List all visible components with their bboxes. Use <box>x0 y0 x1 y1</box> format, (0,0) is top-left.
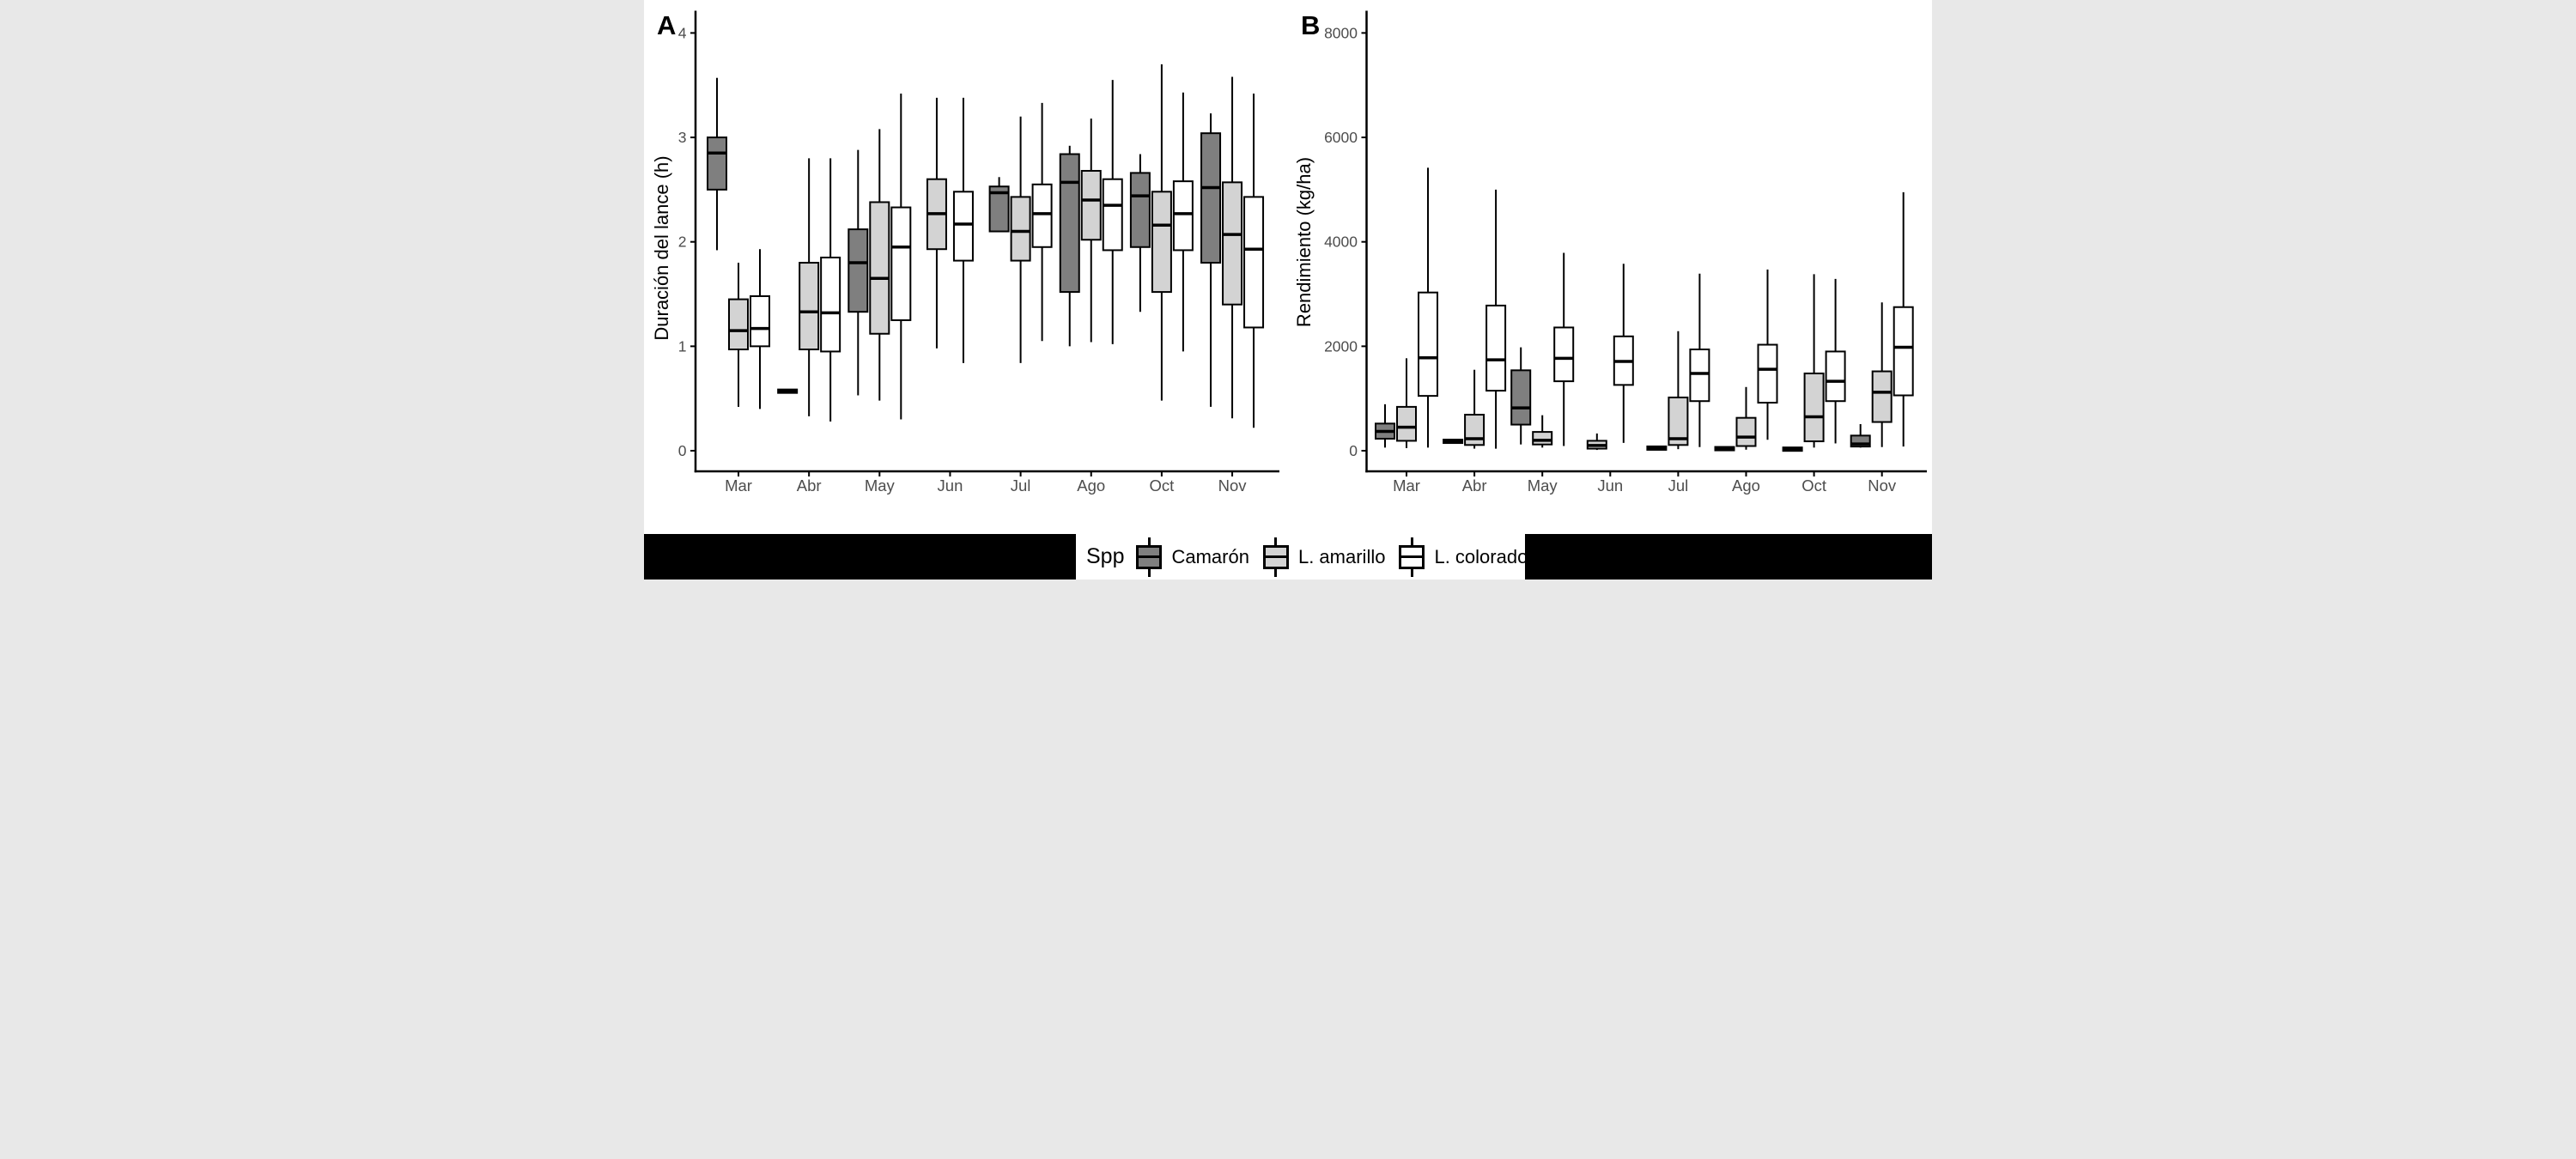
legend-label: L. colorado <box>1434 545 1528 567</box>
y-tick-label: 0 <box>1349 442 1358 459</box>
x-tick-label: Jun <box>938 476 963 495</box>
boxplot-box <box>1172 180 1194 252</box>
x-tick-label: Oct <box>1150 476 1175 495</box>
boxplot-key-icon <box>1399 537 1425 577</box>
x-tick-label: Ago <box>1732 476 1760 495</box>
legend-item-camaron: Camarón <box>1136 537 1249 577</box>
chart-svg: 0 1 2 3 4 Mar Abr May Jun Jul Ago Oct Nov 0 2000 4000 60… <box>678 10 1927 495</box>
x-tick-label: May <box>1528 476 1558 495</box>
y-tick-label: 2000 <box>1324 337 1358 355</box>
boxplot-box <box>1893 306 1914 397</box>
y-tick-label: 8000 <box>1324 24 1358 41</box>
boxplot-box <box>1803 372 1825 443</box>
boxplot-box <box>1464 414 1485 446</box>
x-tick-label: Oct <box>1801 476 1826 495</box>
y-tick-label: 2 <box>678 234 687 251</box>
boxplot-box <box>869 201 890 335</box>
y-tick-label: 3 <box>678 129 687 146</box>
boxplot-box <box>848 228 869 313</box>
boxplot-box <box>1485 304 1507 392</box>
boxplot-box <box>1059 153 1080 294</box>
boxplot-box <box>1010 196 1031 262</box>
boxplot-key-icon <box>1262 537 1289 577</box>
legend-item-l-colorado: L. colorado <box>1399 537 1528 577</box>
boxplot-box <box>1757 343 1778 404</box>
x-tick-label: Mar <box>725 476 752 495</box>
boxplot-box <box>820 256 841 353</box>
x-tick-label: May <box>865 476 896 495</box>
x-tick-label: Nov <box>1218 476 1248 495</box>
boxplot-box <box>750 294 770 348</box>
boxplot-box <box>1553 326 1575 383</box>
key-median <box>1399 555 1425 558</box>
y-tick-label: 6000 <box>1324 129 1358 146</box>
y-tick-label: 4000 <box>1324 234 1358 251</box>
key-median <box>1136 555 1163 558</box>
boxplot-box <box>1200 132 1222 264</box>
panel-a-label: A <box>657 10 677 40</box>
x-tick-label: Jun <box>1597 476 1623 495</box>
x-tick-label: Abr <box>797 476 822 495</box>
x-tick-label: Jul <box>1668 476 1689 495</box>
boxplot-box <box>1102 178 1123 252</box>
boxplot-key-icon <box>1136 537 1163 577</box>
legend: Spp Camarón L. amarillo L. colo <box>1076 534 1528 580</box>
boxplot-box <box>1080 169 1102 241</box>
boxplot-box <box>1243 196 1265 329</box>
key-median <box>1262 555 1289 558</box>
boxplot-box <box>952 191 974 262</box>
boxplot-box <box>1825 350 1846 403</box>
letterbox-bar-left <box>644 534 1076 580</box>
boxplot-box <box>728 298 749 350</box>
boxplot-box <box>1735 416 1757 447</box>
boxplot-box <box>1151 191 1172 294</box>
panel-a-y-axis-title: Duración del lance (h) <box>651 155 672 341</box>
boxplot-box <box>799 262 820 350</box>
boxplot-box <box>1418 291 1438 397</box>
x-tick-label: Ago <box>1077 476 1105 495</box>
boxplot-flat-dash <box>1714 446 1735 452</box>
panel-b-label: B <box>1301 10 1321 40</box>
legend-label: L. amarillo <box>1297 545 1386 567</box>
boxplot-box <box>1689 348 1710 403</box>
boxplot-flat-dash <box>1646 445 1668 451</box>
figure: 0 1 2 3 4 Mar Abr May Jun Jul Ago Oct Nov 0 2000 4000 60… <box>644 0 1932 580</box>
boxplot-box <box>707 137 727 191</box>
y-tick-label: 4 <box>678 24 687 41</box>
boxplot-box <box>890 206 912 321</box>
x-tick-label: Abr <box>1462 476 1487 495</box>
boxplot-box <box>1510 369 1532 426</box>
boxplot-box <box>1222 181 1243 306</box>
boxplot-box <box>1396 405 1417 442</box>
x-tick-label: Nov <box>1868 476 1897 495</box>
legend-label: Camarón <box>1171 545 1249 567</box>
boxplot-flat-dash <box>1443 439 1464 445</box>
boxplot-box <box>988 185 1010 233</box>
boxplot-box <box>1129 172 1151 248</box>
boxplot-box <box>1871 370 1893 423</box>
x-tick-label: Mar <box>1393 476 1420 495</box>
boxplot-box <box>1031 183 1053 248</box>
legend-item-l-amarillo: L. amarillo <box>1262 537 1386 577</box>
panel-b-y-axis-title: Rendimiento (kg/ha) <box>1293 156 1315 328</box>
y-tick-label: 0 <box>678 442 687 459</box>
letterbox-bar-right <box>1525 534 1932 580</box>
boxplot-flat-dash <box>777 388 799 394</box>
boxplot-box <box>1532 431 1553 446</box>
legend-title: Spp <box>1086 544 1125 568</box>
boxplot-flat-dash <box>1782 446 1803 452</box>
x-tick-label: Jul <box>1011 476 1031 495</box>
y-tick-label: 1 <box>678 337 687 355</box>
boxplot-box <box>1668 396 1689 446</box>
